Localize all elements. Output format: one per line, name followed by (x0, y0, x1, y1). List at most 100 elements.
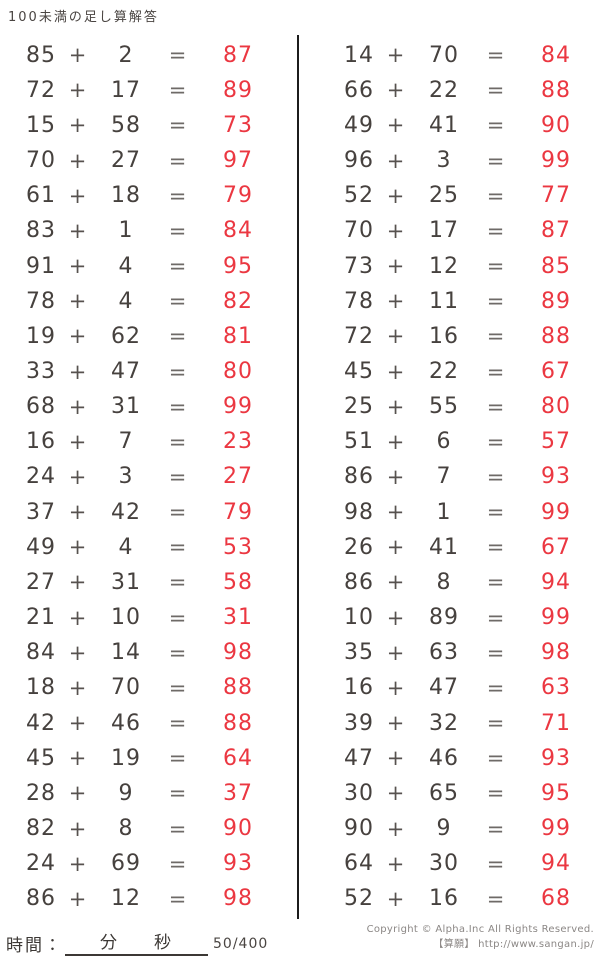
plus-sign: + (68, 113, 88, 138)
operand-2: 70 (429, 42, 459, 68)
problem-row: 49 +4 = 53 (10, 530, 272, 564)
plus-sign: + (68, 183, 88, 208)
plus-sign: + (68, 289, 88, 314)
answer-value: 73 (223, 112, 253, 138)
equals-sign: = (486, 570, 506, 595)
answer-value: 98 (223, 886, 253, 912)
time-label: 時間： (6, 936, 63, 956)
equals-sign: = (168, 78, 188, 103)
plus-sign: + (386, 675, 406, 700)
equals-sign: = (168, 711, 188, 736)
equals-sign: = (168, 746, 188, 771)
equals-sign: = (486, 711, 506, 736)
operand-1: 18 (26, 675, 56, 701)
operand-2: 9 (436, 816, 452, 842)
answer-value: 99 (541, 499, 571, 525)
operand-1: 49 (26, 534, 56, 560)
problems-area: 85 +2 = 87 72 +17 = 89 15 +58 = 73 70 +27 = 97 61 +18 = 79 8… (0, 35, 600, 919)
operand-2: 47 (111, 359, 141, 384)
operand-2: 12 (429, 253, 459, 279)
operand-2: 8 (118, 816, 134, 842)
operand-1: 86 (344, 464, 374, 490)
problem-row: 21 +10 = 31 (10, 601, 272, 635)
operand-2: 1 (436, 499, 452, 525)
problem-row: 35 +63 = 98 (328, 636, 590, 670)
problem-row: 24 +3 = 27 (10, 460, 272, 494)
answer-value: 84 (223, 218, 253, 244)
operand-1: 72 (344, 323, 374, 349)
operand-2: 10 (111, 605, 141, 631)
answer-value: 98 (223, 640, 253, 666)
operand-1: 96 (344, 148, 374, 174)
plus-sign: + (386, 781, 406, 806)
operand-1: 24 (26, 464, 56, 490)
operand-2: 30 (429, 851, 459, 877)
plus-sign: + (68, 254, 88, 279)
operand-2: 55 (429, 394, 459, 420)
answer-value: 93 (541, 745, 571, 771)
plus-sign: + (386, 711, 406, 736)
operand-2: 31 (111, 569, 141, 595)
plus-sign: + (386, 464, 406, 489)
operand-2: 69 (111, 851, 141, 877)
equals-sign: = (486, 78, 506, 103)
equals-sign: = (486, 324, 506, 349)
column-divider (297, 35, 299, 919)
equals-sign: = (168, 570, 188, 595)
problem-row: 15 +58 = 73 (10, 108, 272, 142)
operand-1: 66 (344, 77, 374, 103)
problem-row: 16 +7 = 23 (10, 425, 272, 459)
answer-value: 95 (541, 780, 571, 806)
problem-row: 26 +41 = 67 (328, 530, 590, 564)
problem-row: 27 +31 = 58 (10, 565, 272, 599)
equals-sign: = (486, 183, 506, 208)
plus-sign: + (68, 711, 88, 736)
operand-1: 86 (26, 886, 56, 912)
page-indicator: 50/400 (213, 936, 269, 952)
answer-value: 67 (541, 534, 571, 560)
operand-1: 52 (344, 886, 374, 912)
plus-sign: + (386, 605, 406, 630)
equals-sign: = (168, 640, 188, 665)
problem-row: 86 +12 = 98 (10, 882, 272, 916)
equals-sign: = (168, 359, 188, 384)
plus-sign: + (386, 640, 406, 665)
answer-value: 99 (541, 605, 571, 631)
operand-2: 9 (118, 780, 134, 806)
operand-2: 3 (436, 148, 452, 174)
problem-row: 10 +89 = 99 (328, 601, 590, 635)
operand-1: 98 (344, 499, 374, 525)
operand-2: 17 (111, 77, 141, 103)
operand-1: 35 (344, 640, 374, 666)
problem-row: 83 +1 = 84 (10, 214, 272, 248)
problem-row: 70 +27 = 97 (10, 143, 272, 177)
problem-row: 52 +16 = 68 (328, 882, 590, 916)
problem-row: 45 +22 = 67 (328, 354, 590, 388)
problem-row: 49 +41 = 90 (328, 108, 590, 142)
operand-2: 8 (436, 569, 452, 595)
equals-sign: = (486, 605, 506, 630)
equals-sign: = (486, 675, 506, 700)
operand-1: 70 (344, 218, 374, 244)
operand-2: 42 (111, 499, 141, 525)
plus-sign: + (68, 359, 88, 384)
equals-sign: = (168, 324, 188, 349)
equals-sign: = (486, 289, 506, 314)
equals-sign: = (486, 429, 506, 454)
equals-sign: = (168, 781, 188, 806)
answer-value: 23 (223, 429, 253, 455)
time-blank-line: 分秒 (65, 928, 208, 956)
copyright: Copyright © Alpha.Inc All Rights Reserve… (367, 922, 594, 952)
plus-sign: + (386, 148, 406, 173)
equals-sign: = (486, 394, 506, 419)
answer-value: 99 (541, 148, 571, 174)
equals-sign: = (168, 394, 188, 419)
operand-2: 65 (429, 780, 459, 806)
equals-sign: = (168, 816, 188, 841)
operand-2: 7 (436, 464, 452, 490)
answer-value: 68 (541, 886, 571, 912)
equals-sign: = (168, 886, 188, 911)
operand-1: 91 (26, 253, 56, 279)
plus-sign: + (68, 324, 88, 349)
